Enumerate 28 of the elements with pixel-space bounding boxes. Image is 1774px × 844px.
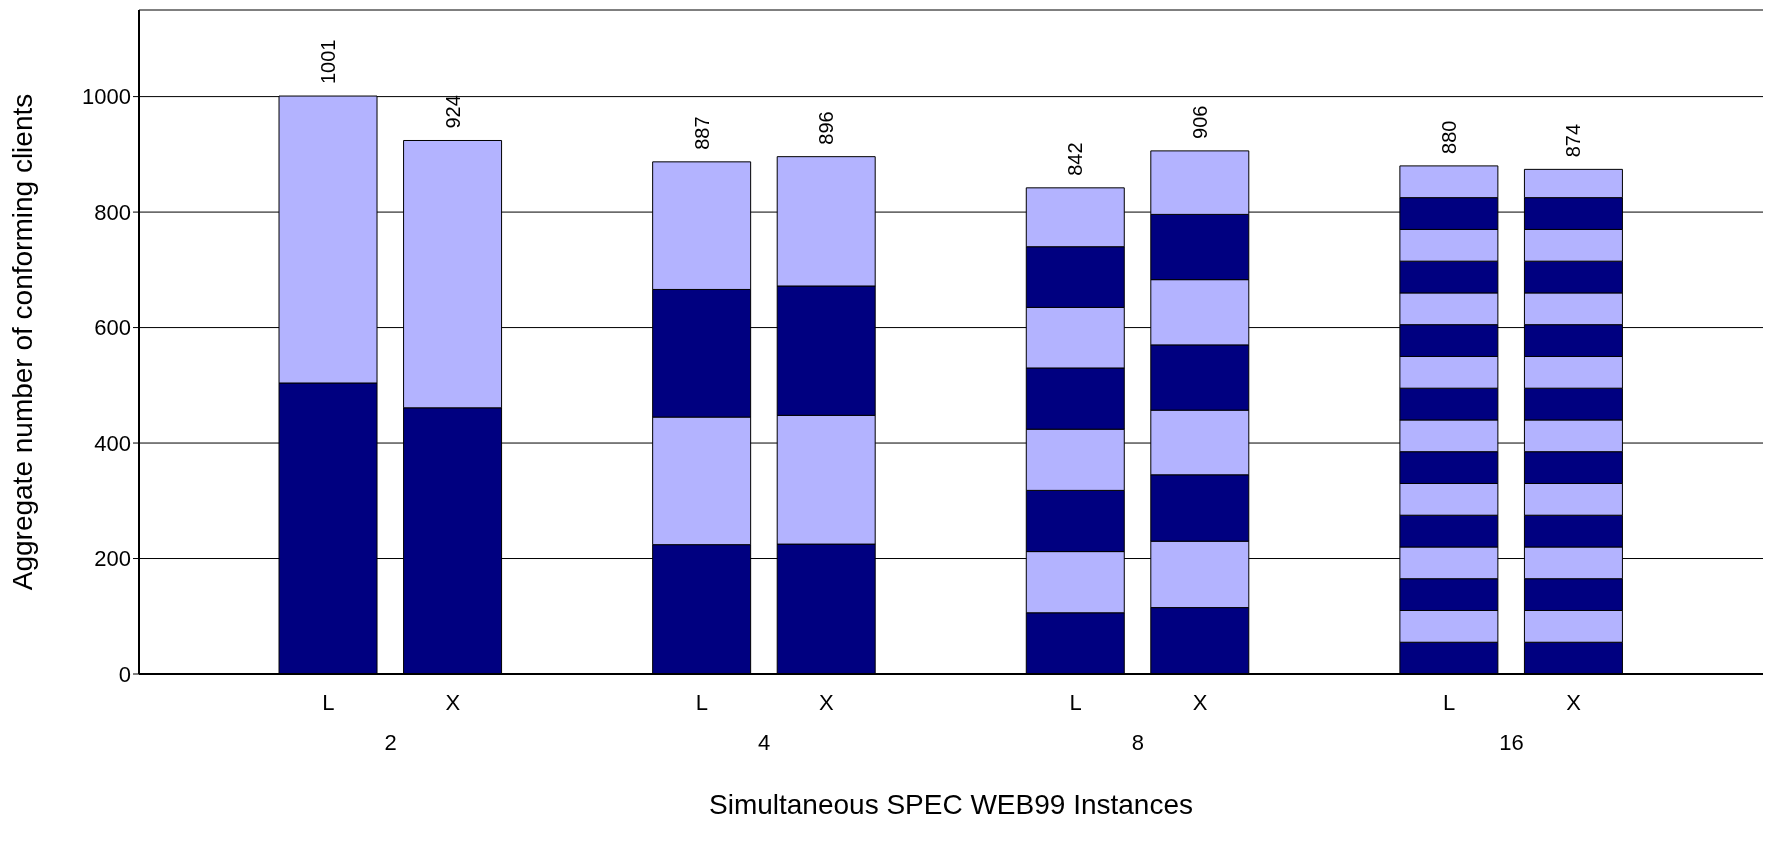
- text: 4: [758, 730, 771, 755]
- y-tick-label: 0: [118, 661, 131, 687]
- text: 8: [1131, 730, 1144, 755]
- x-tick-label: X: [1566, 690, 1582, 715]
- x-tick-label: X: [1192, 690, 1208, 715]
- x-tick-label: L: [322, 690, 335, 715]
- total-label: 880: [1437, 120, 1460, 154]
- x-tick-label: L: [1069, 690, 1082, 715]
- x-tick-label: L: [1443, 690, 1456, 715]
- x-axis-title: Simultaneous SPEC WEB99 Instances: [708, 789, 1194, 820]
- y-tick-label: 400: [94, 430, 131, 456]
- total-label: 906: [1188, 105, 1211, 139]
- y-tick-label: 1000: [82, 84, 131, 110]
- x-tick-label: L: [695, 690, 709, 715]
- text: 2: [384, 730, 397, 755]
- text: 16: [1499, 730, 1524, 755]
- y-tick-label: 600: [94, 315, 131, 341]
- total-label: 924: [441, 95, 464, 129]
- total-label: 874: [1562, 123, 1585, 158]
- y-tick-label: 200: [94, 546, 131, 572]
- total-label: 1001: [317, 39, 340, 85]
- x-tick-label: X: [819, 690, 835, 715]
- x-tick-label: X: [445, 690, 461, 715]
- total-label: 842: [1064, 142, 1087, 176]
- y-axis-title: Aggregate number of conforming clients: [6, 93, 38, 591]
- y-tick-label: 800: [94, 199, 131, 225]
- total-label: 896: [815, 111, 838, 145]
- total-label: 887: [690, 116, 713, 150]
